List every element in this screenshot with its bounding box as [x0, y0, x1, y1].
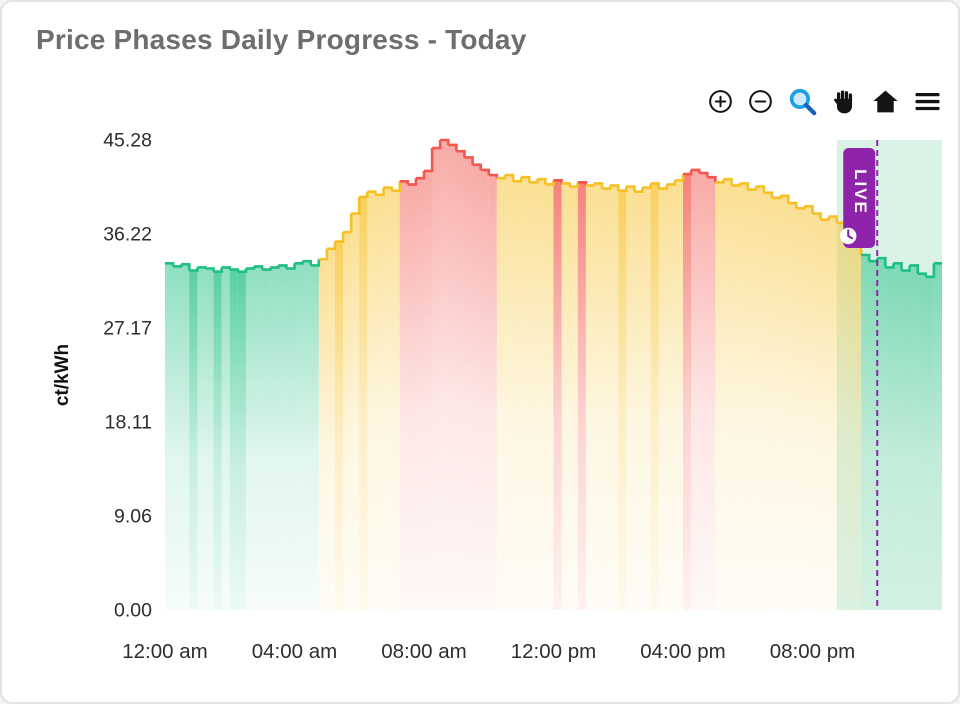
svg-text:36.22: 36.22 [103, 224, 152, 246]
page-title: Price Phases Daily Progress - Today [36, 24, 527, 55]
pan-button[interactable] [831, 88, 858, 115]
svg-text:12:00 am: 12:00 am [122, 640, 207, 663]
menu-button[interactable] [913, 87, 942, 116]
home-icon [873, 90, 898, 113]
svg-text:18.11: 18.11 [105, 412, 152, 434]
zoom-select-button[interactable] [787, 86, 818, 117]
svg-text:04:00 am: 04:00 am [252, 640, 337, 663]
svg-text:0.00: 0.00 [114, 600, 152, 622]
svg-text:27.17: 27.17 [103, 317, 152, 339]
svg-text:08:00 am: 08:00 am [381, 640, 466, 663]
zoom-out-icon [749, 90, 772, 113]
chart-toolbar [707, 86, 942, 117]
zoom-in-icon [709, 90, 732, 113]
magnifier-icon [789, 88, 817, 116]
phase-fills [165, 140, 942, 611]
plot-area[interactable] [165, 140, 942, 610]
y-axis-title: ct/kWh [52, 344, 73, 406]
zoom-in-button[interactable] [707, 88, 734, 115]
svg-text:9.06: 9.06 [114, 505, 152, 527]
svg-text:04:00 pm: 04:00 pm [640, 640, 725, 663]
svg-text:12:00 pm: 12:00 pm [511, 640, 596, 663]
svg-text:08:00 pm: 08:00 pm [770, 640, 855, 663]
home-button[interactable] [871, 87, 900, 116]
price-line [165, 138, 942, 279]
clock-icon [840, 227, 857, 245]
zoom-out-button[interactable] [747, 88, 774, 115]
live-label: LIVE [851, 169, 870, 215]
live-badge: LIVE [840, 148, 876, 248]
hamburger-icon [915, 93, 940, 111]
x-axis-labels: 12:00 am 04:00 am 08:00 am 12:00 pm 04:00 pm… [122, 640, 855, 663]
svg-text:45.28: 45.28 [103, 130, 152, 152]
hand-icon [834, 90, 853, 114]
y-axis-labels: 45.28 36.22 27.17 18.11 9.06 0.00 [103, 130, 152, 622]
